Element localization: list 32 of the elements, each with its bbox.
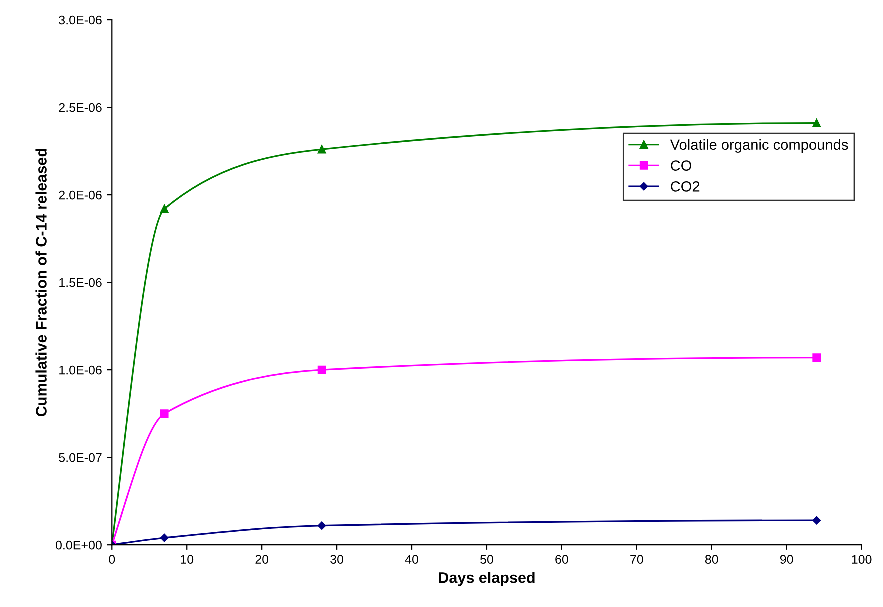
- y-tick-label: 1.5E-06: [60, 278, 102, 288]
- point: [160, 410, 169, 418]
- point: [160, 204, 169, 214]
- point: [318, 366, 326, 374]
- y-tick-label: 3.0E-06: [59, 16, 102, 25]
- legend-label: CO2: [671, 182, 700, 192]
- x-tick-label: 90: [780, 555, 794, 564]
- point: [318, 522, 326, 530]
- point: [160, 534, 169, 542]
- x-tick-label: 0: [109, 555, 116, 564]
- y-tick-label: 0.0E+00: [56, 540, 102, 550]
- x-tick-label: 80: [705, 555, 718, 564]
- x-tick-label: 70: [630, 555, 644, 564]
- y-tick-label: 2.5E-06: [59, 103, 102, 112]
- x-tick-label: 60: [556, 555, 568, 564]
- legend-label: CO: [671, 160, 692, 171]
- point: [812, 516, 821, 525]
- point: [812, 119, 821, 128]
- legend-label: Volatile organic compounds: [670, 139, 848, 153]
- x-tick-label: 20: [256, 555, 269, 564]
- x-tick-label: 40: [405, 555, 418, 564]
- point: [812, 354, 821, 362]
- x-axis-title: Days elapsed: [439, 572, 535, 586]
- x-tick-label: 50: [480, 555, 494, 564]
- x-tick-label: 30: [330, 555, 344, 564]
- y-tick-label: 1.0E-06: [60, 366, 102, 375]
- point: [318, 145, 326, 154]
- y-tick-label: 2.0E-06: [59, 190, 102, 200]
- x-tick-label: 100: [852, 555, 872, 564]
- y-tick-label: 5.0E-07: [59, 453, 102, 462]
- x-tick-label: 10: [181, 555, 194, 564]
- y-axis-title: Cumulative Fraction of C-14 released: [36, 148, 47, 416]
